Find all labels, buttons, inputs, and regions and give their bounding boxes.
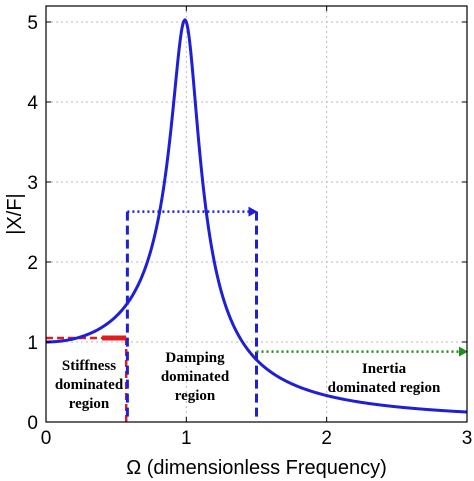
response-curve	[46, 18, 468, 414]
inertia-arrow-head	[459, 346, 468, 357]
region-annotation-line: dominated	[55, 377, 124, 393]
region-annotation-line: region	[69, 396, 110, 412]
y-axis-label: |X/F|	[4, 193, 26, 235]
y-tick-label: 4	[27, 93, 38, 114]
y-tick-label: 2	[27, 253, 38, 274]
y-tick-label: 3	[27, 173, 38, 194]
y-tick-label: 0	[27, 413, 38, 434]
region-annotation-line: dominated region	[328, 380, 441, 396]
y-tick-label: 1	[27, 333, 38, 354]
region-annotation-line: Inertia	[362, 361, 407, 377]
region-annotation-line: dominated	[161, 369, 230, 385]
x-tick-label: 0	[41, 428, 52, 449]
region-annotation-line: Damping	[165, 350, 225, 366]
damping-arrow-head	[248, 206, 258, 217]
x-tick-label: 3	[462, 428, 473, 449]
x-axis-label: Ω (dimensionless Frequency)	[126, 457, 387, 479]
region-annotations: Stiffness dominated region Damping dominated…	[55, 350, 441, 412]
region-annotation-line: region	[175, 388, 216, 404]
region-markers	[46, 206, 468, 422]
plot-frame	[45, 5, 468, 423]
x-tick-label: 2	[321, 428, 332, 449]
x-tick-label: 1	[181, 428, 192, 449]
axis-ticks: 0 1 2 3 0 1 2 3 4 5	[27, 6, 472, 449]
y-tick-label: 5	[27, 13, 38, 34]
stiffness-level-bar	[102, 335, 127, 341]
region-annotation-line: Stiffness	[62, 358, 116, 374]
